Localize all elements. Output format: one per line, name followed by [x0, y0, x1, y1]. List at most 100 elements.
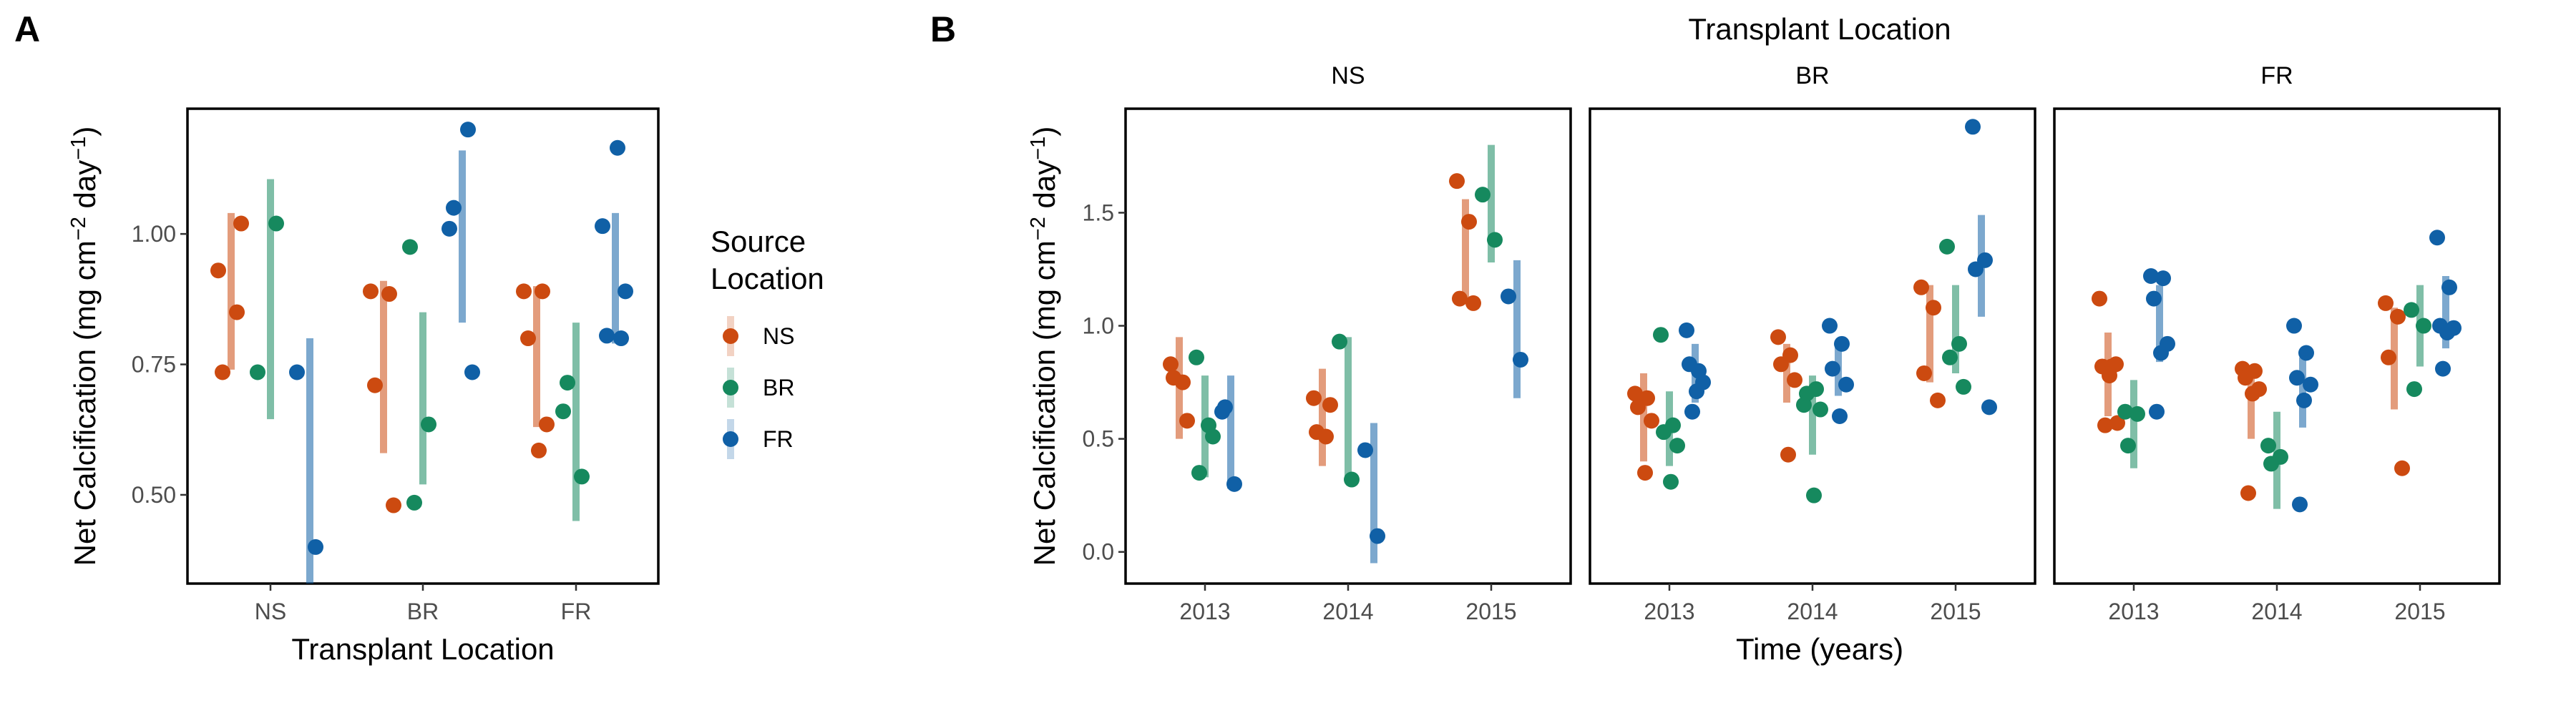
facet-br-point-2014-fr — [1822, 318, 1838, 334]
panel-b-facets: NS 2013 2014 2015 BR 2013 2014 2015 FR 2013 2014 20… — [1124, 62, 2501, 624]
facet-fr-point-2014-fr — [2296, 392, 2312, 408]
facet-fr-point-2014-fr — [2286, 318, 2302, 334]
panel-a-marks — [210, 122, 633, 584]
facet-fr-point-2015-br — [2406, 381, 2422, 398]
facet-ns-point-2013-br — [1191, 465, 1207, 481]
panel-a-y-tick-label: 1.00 — [132, 221, 176, 247]
facet-br-point-2014-br — [1806, 487, 1822, 503]
facet-fr-point-2013-fr — [2155, 270, 2171, 287]
legend-item-br: BR — [763, 375, 794, 400]
facet-br-point-2015-br — [1956, 378, 1971, 395]
facet-br-point-2015-ns — [1930, 392, 1946, 408]
panel-b-ylabel-suffix: ) — [1028, 127, 1061, 137]
facet-fr-point-2014-ns — [2245, 385, 2260, 402]
panel-a-point-ns-fr — [308, 539, 323, 555]
facet-br-point-2014-br — [1799, 385, 1815, 402]
panel-a-point-br-ns — [386, 497, 401, 513]
facet-ns-point-2013-br — [1205, 428, 1221, 445]
panel-a-ylabel-sup2: −1 — [67, 137, 90, 160]
facet-ns-point-2015-fr — [1501, 288, 1516, 305]
facet-fr: FR 2013 2014 2015 — [2053, 62, 2501, 624]
facet-br-point-2013-br — [1663, 473, 1679, 490]
facet-br-point-2014-fr — [1832, 408, 1848, 425]
panel-b-ylabel-sup1: −2 — [1027, 217, 1050, 240]
panel-a-point-ns-br — [250, 364, 265, 380]
panel-a-ylabel-prefix: Net Calcification (mg cm — [68, 240, 102, 566]
facet-ns-point-2015-br — [1487, 232, 1503, 248]
panel-a-x-tick-label: BR — [407, 599, 439, 624]
panel-a-point-br-fr — [446, 200, 462, 216]
facet-fr-point-2013-br — [2120, 438, 2136, 454]
panel-a-point-br-fr — [441, 220, 457, 237]
panel-b-y-tick-label: 0.5 — [1083, 426, 1114, 452]
legend-key-dot — [723, 380, 738, 395]
panel-a-ylabel-suffix: ) — [68, 127, 102, 137]
facet-fr-point-2015-ns — [2394, 460, 2410, 476]
facet-x-tick-label: 2014 — [1787, 599, 1838, 624]
panel-a-point-br-br — [421, 416, 436, 433]
facet-fr-point-2014-fr — [2289, 370, 2305, 386]
panel-label-b: B — [930, 9, 956, 49]
facet-ns-point-2013-ns — [1163, 356, 1179, 373]
panel-a-point-fr-br — [574, 468, 590, 485]
facet-fr-point-2015-br — [2416, 318, 2431, 334]
panel-a-point-br-ns — [363, 283, 379, 300]
facet-ns-point-2014-fr — [1357, 442, 1373, 458]
panel-b-ylabel-mid: day — [1028, 160, 1061, 217]
facet-fr-point-2013-fr — [2146, 290, 2162, 307]
facet-br-point-2015-fr — [1981, 399, 1997, 416]
panel-a-ylabel-mid: day — [68, 160, 102, 217]
panel-a-point-ns-ns — [215, 364, 230, 380]
legend-key-dot — [723, 431, 738, 447]
panel-b-x-axis-title: Time (years) — [1736, 632, 1903, 666]
facet-br-point-2015-fr — [1968, 261, 1984, 277]
legend-items: NS BR FR — [723, 316, 794, 459]
facet-ns-point-2014-br — [1344, 471, 1360, 488]
panel-b-ylabel-prefix: Net Calcification (mg cm — [1028, 240, 1061, 566]
panel-a-ylabel-sup1: −2 — [67, 217, 90, 240]
facet-strip-label-ns: NS — [1331, 62, 1365, 89]
facet-ns-point-2015-ns — [1465, 295, 1481, 311]
panel-a-point-br-fr — [460, 122, 476, 138]
facet-fr-point-2013-ns — [2102, 368, 2117, 384]
panel-a-point-fr-ns — [539, 416, 555, 433]
panel-a-x-tick-label: FR — [561, 599, 592, 624]
panel-a-point-br-fr — [464, 364, 480, 380]
facet-x-tick-label: 2014 — [2251, 599, 2302, 624]
facet-ns: NS 2013 2014 2015 — [1124, 62, 1572, 624]
panel-a-y-tick-label: 0.50 — [132, 482, 176, 508]
panel-a-x-axis-title: Transplant Location — [291, 632, 554, 666]
panel-a-point-br-ns — [367, 377, 383, 393]
facet-ns-point-2013-ns — [1166, 370, 1181, 386]
facet-fr-point-2014-ns — [2238, 370, 2253, 386]
facet-fr-point-2014-fr — [2298, 345, 2314, 361]
facet-x-tick-label: 2015 — [1465, 599, 1516, 624]
facet-br-point-2015-ns — [1916, 365, 1932, 381]
panel-a-point-br-ns — [381, 286, 397, 303]
facet-fr-point-2015-ns — [2378, 295, 2394, 311]
panel-a-point-fr-fr — [613, 330, 629, 347]
facet-x-tick-label: 2015 — [1930, 599, 1981, 624]
facet-frame — [2053, 107, 2501, 585]
panel-a-point-br-br — [402, 239, 418, 255]
facet-strip-label-br: BR — [1795, 62, 1829, 89]
panel-b-title: Transplant Location — [1688, 12, 1951, 46]
facet-fr-point-2013-br — [2117, 403, 2133, 420]
panel-a-point-ns-ns — [229, 304, 245, 320]
facet-x-tick-label: 2015 — [2394, 599, 2445, 624]
panel-a-point-br-br — [406, 494, 422, 511]
panel-a-point-ns-ns — [233, 215, 249, 232]
facet-br-point-2015-br — [1942, 349, 1958, 365]
facet-br-point-2013-br — [1653, 327, 1669, 343]
panel-b-y-tick-label: 1.5 — [1083, 200, 1114, 225]
panel-b-y-tick-label: 1.0 — [1083, 313, 1114, 339]
panel-a-point-fr-fr — [610, 139, 625, 156]
facet-ns-point-2015-ns — [1449, 173, 1465, 190]
facet-fr-point-2015-ns — [2390, 308, 2406, 325]
panel-a-point-fr-ns — [535, 283, 550, 300]
facet-ns-point-2014-ns — [1306, 390, 1322, 406]
facet-br-point-2014-fr — [1825, 360, 1840, 377]
facet-br-point-2014-ns — [1773, 356, 1789, 373]
facet-x-tick-label: 2013 — [1179, 599, 1230, 624]
facet-br-point-2013-ns — [1637, 465, 1653, 481]
